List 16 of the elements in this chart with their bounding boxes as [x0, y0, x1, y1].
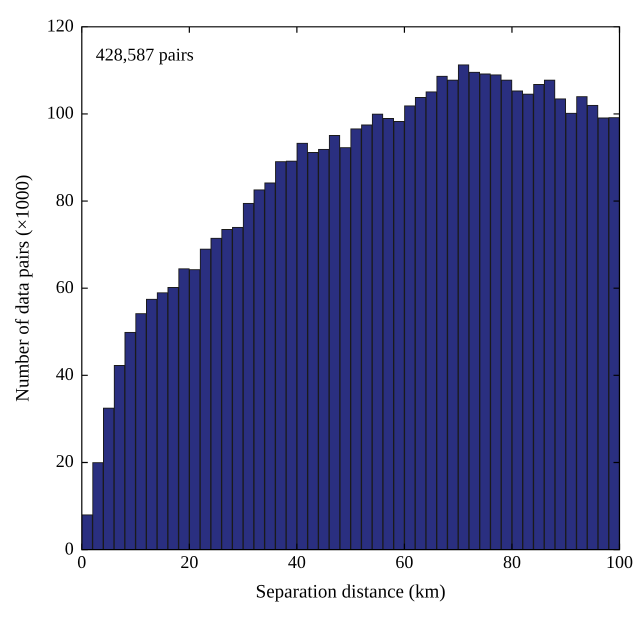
annotation: 428,587 pairs: [96, 44, 194, 65]
x-tick-label: 100: [606, 552, 633, 572]
x-tick-label: 80: [502, 552, 521, 572]
x-tick-label: 20: [180, 552, 198, 572]
x-tick-label: 60: [395, 552, 414, 572]
y-tick-label: 40: [56, 364, 74, 384]
y-axis-title: Number of data pairs (×1000): [12, 174, 34, 402]
x-tick-label: 40: [288, 552, 306, 572]
y-tick-label: 120: [46, 16, 74, 36]
y-tick-label: 0: [64, 538, 74, 558]
x-axis-title: Separation distance (km): [256, 582, 446, 603]
x-tick-label: 0: [77, 552, 86, 572]
y-tick-label: 100: [46, 102, 74, 123]
y-tick-label: 80: [56, 190, 74, 210]
y-tick-label: 60: [56, 276, 74, 297]
y-tick-label: 20: [56, 451, 74, 472]
